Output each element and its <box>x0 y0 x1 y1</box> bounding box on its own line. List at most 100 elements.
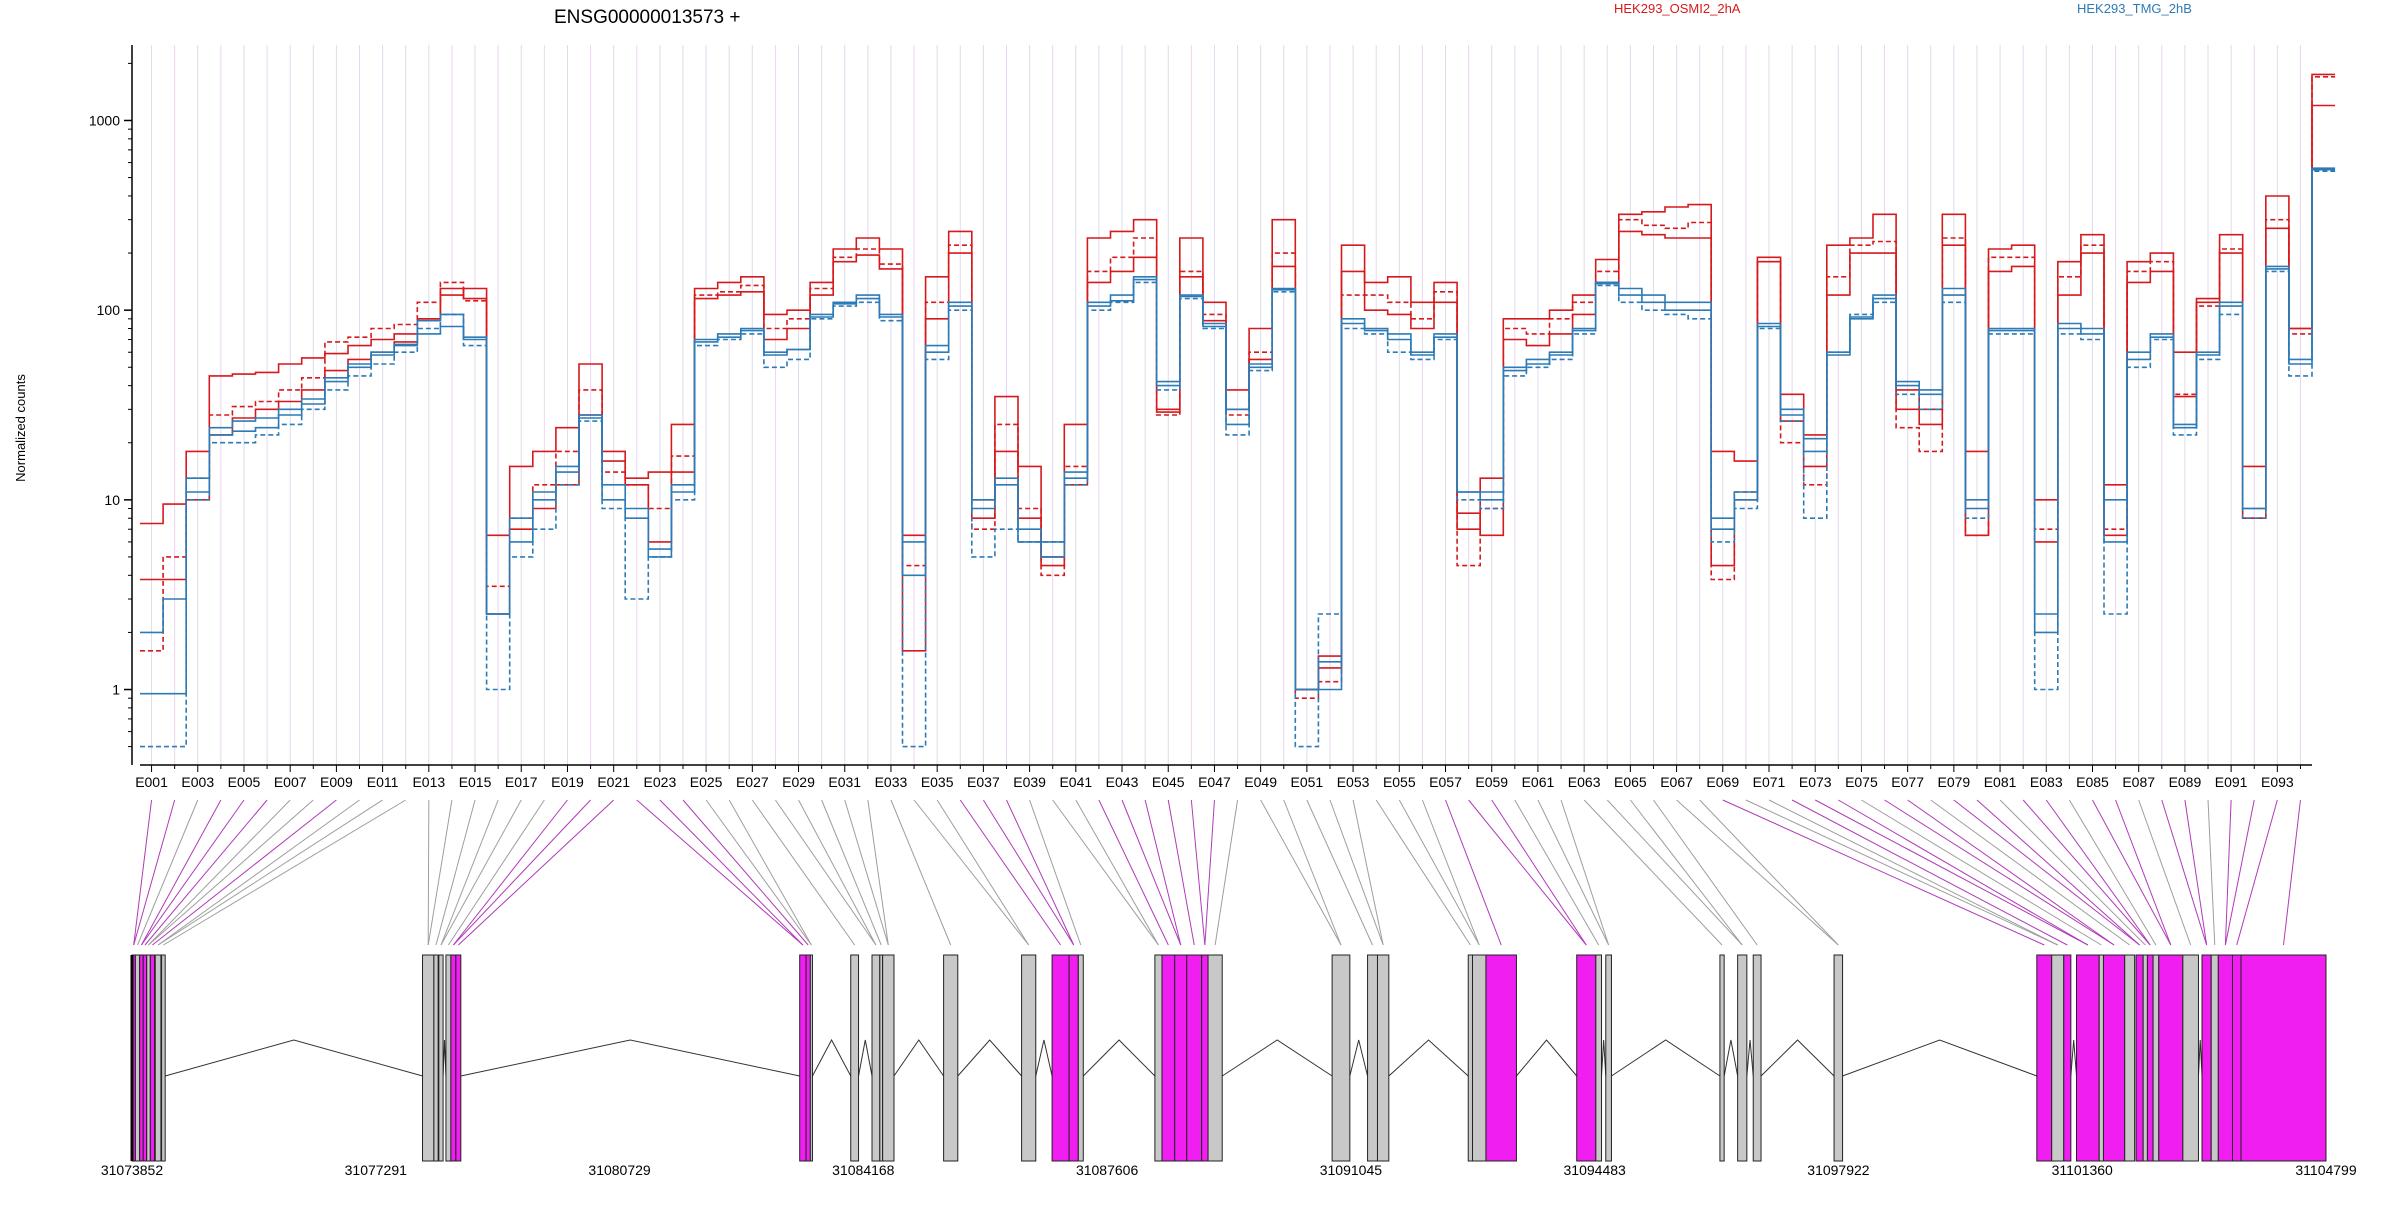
coordinate-label: 31077291 <box>345 1162 408 1178</box>
exon-connector-line <box>1121 799 1182 946</box>
exon-block <box>149 954 156 1162</box>
intron-line <box>1611 1039 1721 1077</box>
chart-title: ENSG00000013573 + <box>554 7 740 28</box>
exon-connector-line <box>2161 799 2208 946</box>
x-tick-label: E033 <box>875 774 908 790</box>
exon-connector-line <box>636 799 804 946</box>
exon-connector-line <box>2224 799 2232 946</box>
x-tick-label: E073 <box>1799 774 1832 790</box>
exon-connector-line <box>1514 799 1600 946</box>
x-tick-label: E057 <box>1429 774 1462 790</box>
intron-line <box>858 1039 873 1077</box>
exon-connector-line <box>452 799 568 946</box>
x-tick-label: E061 <box>1522 774 1555 790</box>
exon-connector-line <box>1029 799 1082 946</box>
exon-connector-line <box>2207 799 2216 946</box>
exon-connector-line <box>1375 799 1471 946</box>
exon-connector-line <box>1653 799 1758 946</box>
exon-block <box>943 954 959 1162</box>
exon-block <box>2102 954 2126 1162</box>
x-tick-label: E019 <box>551 774 584 790</box>
exon-connector-line <box>163 799 406 946</box>
exon-block <box>882 954 895 1162</box>
exon-block <box>1576 954 1597 1162</box>
exon-connector-line <box>1052 799 1159 946</box>
coordinate-label: 31080729 <box>588 1162 651 1178</box>
exon-block <box>1154 954 1163 1162</box>
exon-connector-line <box>1676 799 1839 946</box>
x-tick-label: E025 <box>690 774 723 790</box>
x-tick-label: E001 <box>135 774 168 790</box>
exon-block <box>2063 954 2072 1162</box>
exon-connector-line <box>982 799 1075 946</box>
x-tick-label: E009 <box>320 774 353 790</box>
x-tick-label: E029 <box>782 774 815 790</box>
exon-connector-line <box>427 799 453 946</box>
exon-connector-line <box>728 799 812 946</box>
x-tick-label: E043 <box>1106 774 1139 790</box>
exon-connector-line <box>1445 799 1502 946</box>
connector-layer <box>133 799 2301 946</box>
intron-line <box>2197 1039 2203 1077</box>
exon-block <box>871 954 881 1162</box>
x-tick-label: E037 <box>967 774 1000 790</box>
exon-block <box>154 954 162 1162</box>
x-tick-label: E093 <box>2261 774 2294 790</box>
exon-block <box>438 954 444 1162</box>
x-tick-label: E063 <box>1568 774 1601 790</box>
exon-connector-line <box>157 799 360 946</box>
x-tick-label: E085 <box>2076 774 2109 790</box>
exon-connector-line <box>140 799 222 946</box>
exon-connector-line <box>1838 799 2089 946</box>
exon-connector-line <box>751 799 856 946</box>
exon-block <box>2201 954 2212 1162</box>
exon-connector-line <box>144 799 268 946</box>
intron-line <box>2070 1039 2078 1077</box>
coordinate-label: 31094483 <box>1564 1162 1627 1178</box>
exon-connector-line <box>1699 799 1839 946</box>
exon-connector-line <box>936 799 1030 946</box>
exon-block <box>445 954 452 1162</box>
exon-block <box>1467 954 1473 1162</box>
exon-block <box>139 954 144 1162</box>
intron-line <box>1842 1039 2037 1077</box>
exon-connector-line <box>913 799 1030 946</box>
exon-connector-line <box>1976 799 2140 946</box>
x-tick-label: E045 <box>1152 774 1185 790</box>
y-tick-label: 1000 <box>89 112 120 128</box>
exon-block <box>2124 954 2136 1162</box>
exon-block <box>2146 954 2154 1162</box>
x-tick-label: E047 <box>1198 774 1231 790</box>
coordinate-label: 31091045 <box>1320 1162 1383 1178</box>
exon-block <box>1201 954 1209 1162</box>
intron-line <box>1349 1039 1369 1077</box>
exon-connector-line <box>1214 799 1239 946</box>
exon-connector-line <box>2068 799 2157 946</box>
series-line-6 <box>140 167 2336 691</box>
intron-line <box>1221 1039 1333 1077</box>
intron-line <box>1035 1039 1053 1077</box>
intron-line <box>1746 1039 1754 1077</box>
exon-block <box>2182 954 2199 1162</box>
exon-connector-line <box>1098 799 1169 946</box>
exon-block <box>1605 954 1612 1162</box>
x-tick-label: E075 <box>1845 774 1878 790</box>
exon-connector-line <box>1006 799 1075 946</box>
exon-block <box>1051 954 1070 1162</box>
exon-connector-line <box>2115 799 2172 946</box>
exon-connector-line <box>148 799 314 946</box>
exon-connector-line <box>1167 799 1195 946</box>
exon-block <box>2231 954 2242 1162</box>
intron-line <box>165 1039 423 1077</box>
exon-connector-line <box>1768 799 2058 946</box>
exon-connector-line <box>141 799 245 946</box>
exon-block <box>1376 954 1390 1162</box>
exon-connector-line <box>2236 799 2278 946</box>
exon-block <box>134 954 141 1162</box>
intron-line <box>1516 1039 1578 1077</box>
x-tick-label: E013 <box>412 774 445 790</box>
exon-connector-line <box>1537 799 1610 946</box>
exon-connector-line <box>1814 799 2089 946</box>
y-tick-label: 100 <box>97 302 121 318</box>
